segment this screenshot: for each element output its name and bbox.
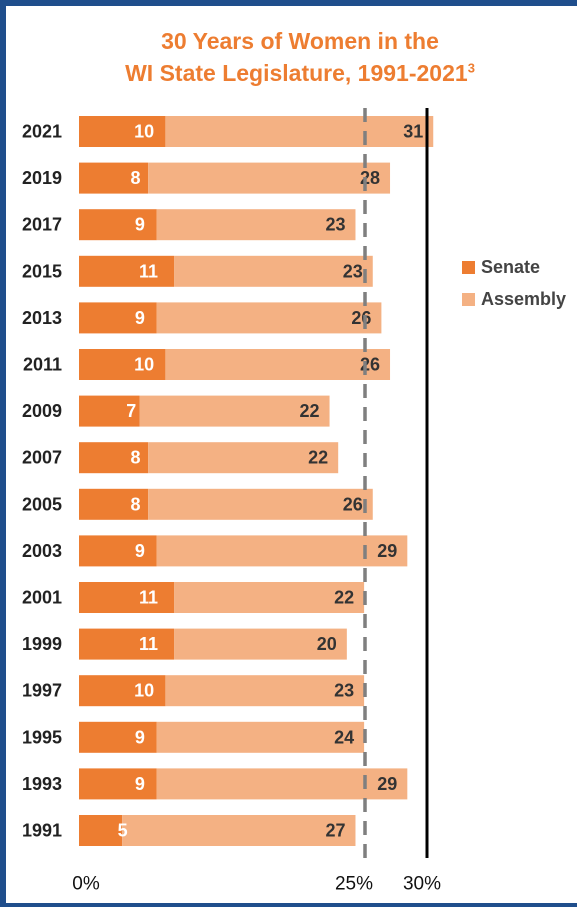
year-label: 2021	[22, 122, 62, 142]
title-footnote-marker: 3	[467, 60, 475, 76]
frame-bottom-border	[0, 903, 577, 907]
year-label: 2019	[22, 168, 62, 188]
assembly-value-label: 29	[377, 774, 397, 794]
senate-value-label: 8	[131, 448, 141, 468]
assembly-bar	[156, 209, 356, 241]
senate-bar	[79, 768, 157, 800]
year-label: 2003	[22, 541, 62, 561]
year-label: 1995	[22, 727, 62, 747]
assembly-bar	[156, 768, 408, 800]
senate-value-label: 9	[135, 774, 145, 794]
assembly-bar	[174, 582, 365, 613]
assembly-bar	[156, 721, 365, 753]
senate-value-label: 10	[134, 122, 154, 142]
senate-value-label: 9	[135, 308, 145, 328]
chart-title-line-2: WI State Legislature, 1991-20213	[80, 58, 520, 88]
assembly-bar	[148, 162, 391, 194]
assembly-value-label: 26	[343, 494, 363, 514]
assembly-bar	[148, 488, 373, 520]
senate-value-label: 10	[134, 355, 154, 375]
assembly-value-label: 22	[300, 401, 320, 421]
legend-label-senate: Senate	[481, 256, 541, 277]
chart-title-line-1: 30 Years of Women in the	[161, 28, 439, 54]
senate-bar	[79, 302, 157, 334]
assembly-value-label: 24	[334, 727, 354, 747]
year-label: 2013	[22, 308, 62, 328]
senate-bar	[79, 628, 175, 660]
year-label: 2009	[22, 401, 62, 421]
legend-swatch-assembly	[462, 292, 475, 306]
assembly-bar	[156, 302, 382, 334]
year-label: 2007	[22, 448, 62, 468]
assembly-bar	[148, 442, 339, 474]
chart-legend: Senate Assembly	[462, 254, 566, 318]
x-tick-label: 30%	[403, 874, 441, 895]
senate-value-label: 8	[131, 494, 141, 514]
assembly-bar	[122, 815, 356, 846]
senate-value-label: 11	[139, 634, 158, 654]
senate-value-label: 9	[135, 541, 145, 561]
senate-value-label: 9	[135, 215, 145, 235]
assembly-bar	[156, 535, 408, 567]
frame-top-border	[0, 0, 577, 6]
assembly-value-label: 23	[334, 681, 354, 701]
senate-bar	[79, 535, 157, 567]
frame-left-border	[0, 0, 6, 907]
year-label: 2001	[22, 588, 62, 608]
assembly-value-label: 31	[403, 122, 423, 142]
senate-bar	[79, 488, 149, 520]
legend-item-assembly: Assembly	[462, 286, 566, 312]
legend-swatch-senate	[462, 260, 475, 274]
legend-item-senate: Senate	[462, 254, 566, 280]
assembly-bar	[174, 628, 347, 660]
assembly-bar	[165, 675, 365, 707]
assembly-value-label: 26	[351, 308, 371, 328]
senate-value-label: 11	[139, 261, 158, 281]
assembly-value-label: 23	[325, 215, 345, 235]
senate-value-label: 11	[139, 588, 158, 608]
assembly-bar	[165, 116, 434, 147]
senate-value-label: 9	[135, 727, 145, 747]
senate-bar	[79, 162, 149, 194]
senate-bar	[79, 395, 140, 427]
year-label: 1999	[22, 634, 62, 654]
assembly-value-label: 22	[334, 588, 354, 608]
year-label: 2011	[23, 355, 62, 375]
senate-bar	[79, 349, 166, 380]
senate-bar	[79, 815, 123, 846]
assembly-value-label: 23	[343, 261, 363, 281]
senate-value-label: 10	[134, 681, 154, 701]
x-tick-label: 25%	[335, 874, 373, 895]
year-label: 1993	[22, 774, 62, 794]
assembly-value-label: 29	[377, 541, 397, 561]
assembly-value-label: 28	[360, 168, 380, 188]
year-label: 2017	[22, 215, 62, 235]
assembly-bar	[165, 349, 391, 380]
year-label: 1991	[22, 821, 62, 841]
senate-bar	[79, 721, 157, 753]
year-label: 2015	[22, 261, 62, 281]
year-label: 2005	[22, 494, 62, 514]
x-tick-label: 0%	[72, 874, 100, 895]
legend-label-assembly: Assembly	[481, 288, 567, 309]
assembly-value-label: 26	[360, 355, 380, 375]
chart-title-text: WI State Legislature, 1991-2021	[125, 60, 468, 86]
assembly-value-label: 22	[308, 448, 328, 468]
senate-bar	[79, 582, 175, 613]
senate-bar	[79, 255, 175, 287]
assembly-value-label: 20	[317, 634, 337, 654]
senate-value-label: 8	[131, 168, 141, 188]
senate-bar	[79, 675, 166, 707]
senate-value-label: 7	[126, 401, 136, 421]
assembly-value-label: 27	[325, 821, 345, 841]
senate-bar	[79, 116, 166, 147]
year-label: 1997	[22, 681, 62, 701]
senate-bar	[79, 442, 149, 474]
senate-value-label: 5	[118, 821, 128, 841]
senate-bar	[79, 209, 157, 241]
assembly-bar	[139, 395, 330, 427]
assembly-bar	[174, 255, 373, 287]
